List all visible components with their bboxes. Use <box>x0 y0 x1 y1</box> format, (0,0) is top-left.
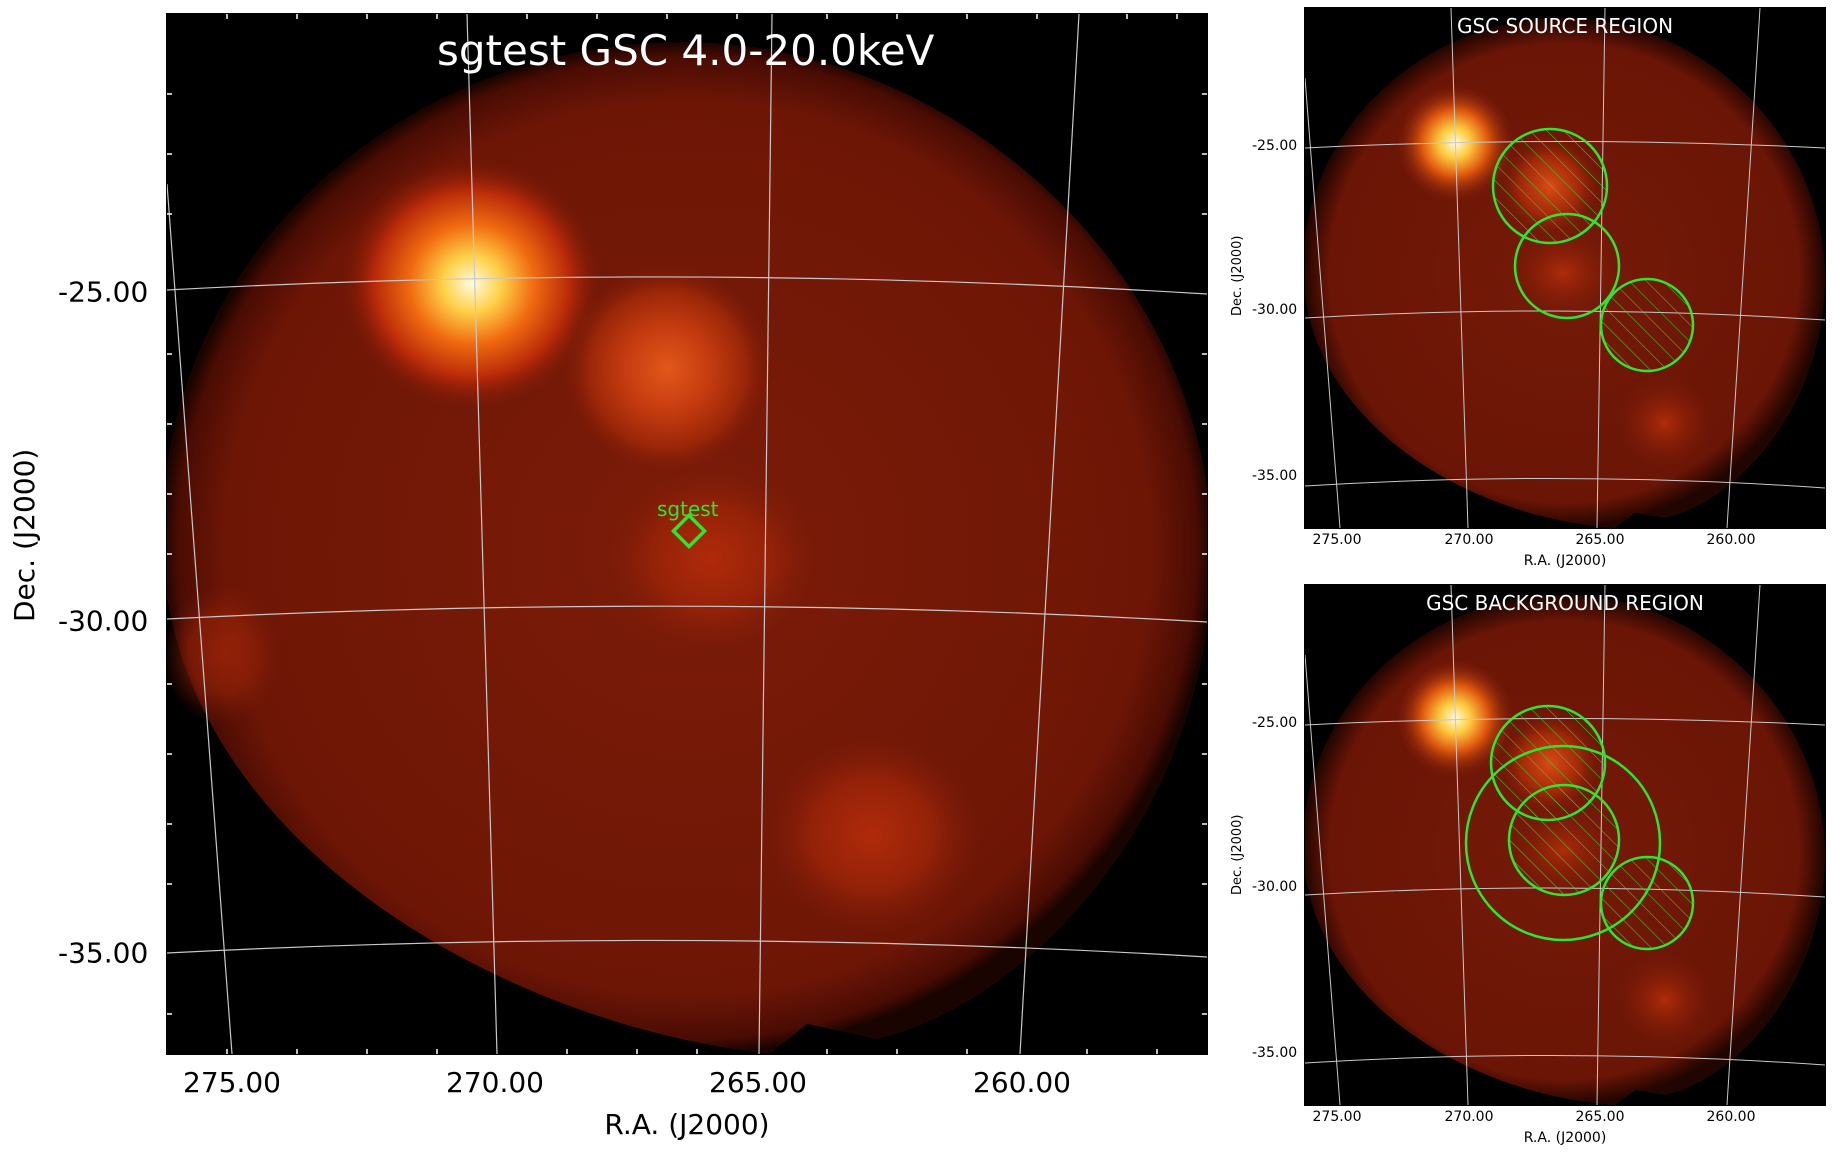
main-sky-svg <box>167 14 1207 1054</box>
source-region-svg <box>1305 8 1825 528</box>
source-ra-tick-3: 265.00 <box>1575 532 1625 548</box>
main-title: sgtest GSC 4.0-20.0keV <box>437 26 935 75</box>
source-panel-title: GSC SOURCE REGION <box>1456 14 1674 38</box>
source-dec-tick-2: -30.00 <box>1252 302 1298 318</box>
background-ra-tick-1: 275.00 <box>1312 1109 1362 1125</box>
source-regions <box>1491 127 1695 373</box>
background-ra-tick-2: 270.00 <box>1444 1109 1494 1125</box>
source-marker-diamond <box>670 512 708 550</box>
background-ra-tick-3: 265.00 <box>1575 1109 1625 1125</box>
background-ra-tick-4: 260.00 <box>1706 1109 1756 1125</box>
source-circle-2 <box>1513 212 1621 320</box>
source-circle-1 <box>1491 127 1609 245</box>
source-ra-tick-2: 270.00 <box>1444 532 1494 548</box>
source-3 <box>602 464 822 654</box>
main-dec-tick-2: -30.00 <box>58 604 149 638</box>
main-dec-tick-3: -35.00 <box>58 936 149 970</box>
source-ra-tick-1: 275.00 <box>1312 532 1362 548</box>
source-dec-tick-1: -25.00 <box>1252 138 1298 154</box>
bright-source <box>342 159 602 409</box>
main-ra-tick-4: 260.00 <box>973 1066 1071 1099</box>
source-4 <box>762 734 982 934</box>
main-ra-tick-2: 270.00 <box>446 1066 544 1099</box>
main-dec-tick-1: -25.00 <box>58 275 149 309</box>
background-panel-title: GSC BACKGROUND REGION <box>1426 591 1704 615</box>
source-4 <box>1615 952 1715 1048</box>
source-4 <box>1615 375 1715 471</box>
excluded-circle-3 <box>1599 855 1695 951</box>
source-2 <box>562 264 772 474</box>
background-dec-tick-1: -25.00 <box>1252 715 1298 731</box>
source-5 <box>167 584 282 724</box>
source-x-axis-label: R.A. (J2000) <box>1523 553 1607 569</box>
background-region-svg <box>1305 585 1825 1105</box>
source-marker-label: sgtest <box>657 497 719 521</box>
source-circle-3 <box>1599 277 1695 373</box>
excluded-circle-2 <box>1507 783 1621 897</box>
main-y-axis-label: Dec. (J2000) <box>8 448 41 622</box>
source-region-panel: GSC SOURCE REGION <box>1305 8 1825 528</box>
background-x-axis-label: R.A. (J2000) <box>1523 1130 1607 1146</box>
source-y-axis-label: Dec. (J2000) <box>1230 235 1245 316</box>
source-3 <box>1508 228 1618 318</box>
main-x-axis-label: R.A. (J2000) <box>604 1108 770 1141</box>
background-dec-tick-3: -35.00 <box>1252 1045 1298 1061</box>
main-sky-image: sgtest GSC 4.0-20.0keV sgtest <box>167 14 1207 1054</box>
background-y-axis-label: Dec. (J2000) <box>1230 814 1245 895</box>
main-ra-tick-1: 275.00 <box>183 1066 281 1099</box>
source-dec-tick-3: -35.00 <box>1252 468 1298 484</box>
source-ra-tick-4: 260.00 <box>1706 532 1756 548</box>
background-dec-tick-2: -30.00 <box>1252 879 1298 895</box>
background-region-panel: GSC BACKGROUND REGION <box>1305 585 1825 1105</box>
edge-ticks <box>167 14 1207 1054</box>
background-regions <box>1464 704 1695 951</box>
coordinate-grid <box>167 14 1207 1054</box>
main-ra-tick-3: 265.00 <box>709 1066 807 1099</box>
